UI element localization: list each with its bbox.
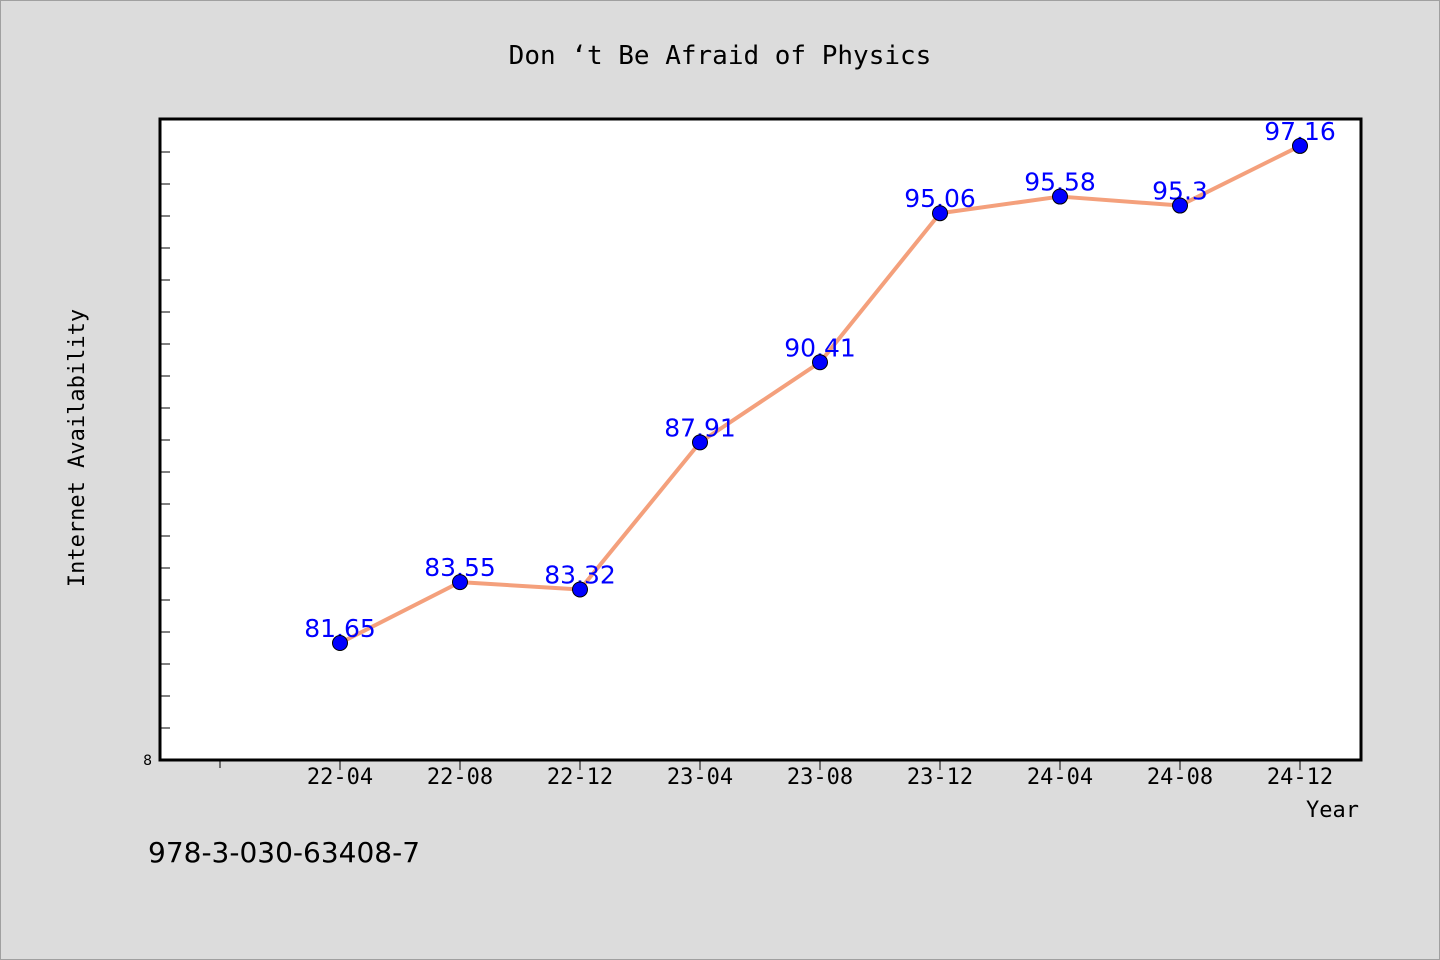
x-tick-label: 23-12	[907, 765, 973, 790]
x-axis-label: Year	[1306, 798, 1359, 823]
data-point	[1292, 137, 1308, 154]
x-tick-label: 23-04	[667, 765, 733, 790]
data-point	[692, 434, 708, 451]
x-tick-label: 24-08	[1147, 765, 1213, 790]
data-point	[1052, 188, 1068, 205]
x-axis-ticks: 22-04 22-08 22-12 23-04 23-08 23-12 24-04 24-08…	[219, 760, 1333, 790]
data-point	[332, 635, 348, 652]
data-point	[812, 354, 828, 371]
x-tick-label: 24-12	[1267, 765, 1333, 790]
isbn-code: 978-3-030-63408-7	[148, 836, 421, 869]
data-point	[1172, 197, 1188, 214]
data-point	[452, 574, 468, 591]
x-tick-label: 23-08	[787, 765, 853, 790]
y-axis-ticks	[160, 151, 170, 729]
data-point	[932, 205, 948, 222]
x-tick-label: 22-12	[547, 765, 613, 790]
x-tick-label: 22-08	[427, 765, 493, 790]
y-axis-label: Internet Availability	[65, 309, 90, 587]
x-tick-label: 22-04	[307, 765, 373, 790]
plot-area	[158, 117, 1363, 762]
data-point	[572, 581, 588, 598]
x-tick-label: 24-04	[1027, 765, 1093, 790]
chart-title: Don ‘t Be Afraid of Physics	[509, 41, 932, 71]
y-tick-label: 8	[143, 753, 152, 769]
